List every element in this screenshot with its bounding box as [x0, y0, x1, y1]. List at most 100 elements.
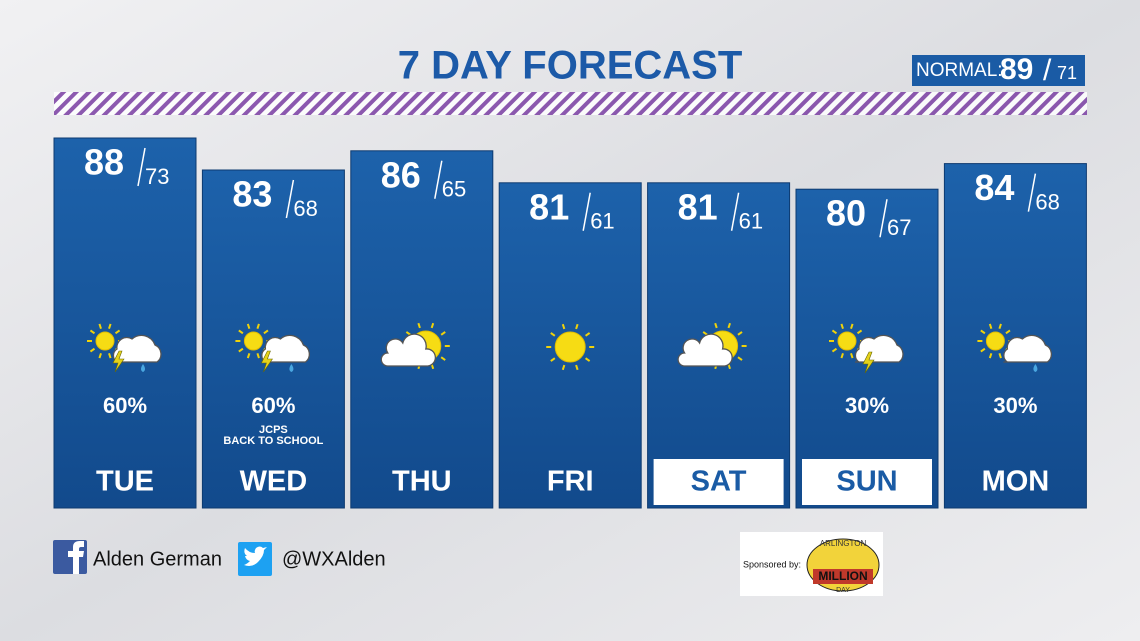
- sun-ray: [840, 323, 844, 329]
- temp-divider: [434, 160, 443, 199]
- cloud: [112, 334, 162, 363]
- footer: Alden German @WXAlden Sponsored by: ARLI…: [53, 532, 883, 596]
- sun-ray: [246, 353, 251, 359]
- logo-middle: MILLION: [818, 569, 867, 583]
- temp-divider: [285, 179, 295, 219]
- sun-ray: [561, 364, 566, 371]
- sun-ray: [584, 357, 591, 362]
- cloud: [380, 333, 436, 367]
- normal-low: 71: [1057, 63, 1077, 83]
- low-temp: 73: [145, 164, 169, 189]
- lightning: [260, 350, 273, 373]
- sun-ray: [108, 353, 112, 359]
- sun-ray: [714, 322, 718, 329]
- lightning: [862, 351, 875, 374]
- sponsor-ribbon: [813, 569, 873, 584]
- sun-ray: [850, 353, 854, 359]
- sun-ray: [417, 322, 421, 329]
- sun-ray: [256, 323, 260, 329]
- precip-chance: 60%: [251, 393, 295, 418]
- sun-ray: [440, 356, 446, 361]
- precip-chance: 60%: [103, 393, 147, 418]
- sun-ray: [89, 347, 96, 353]
- sun-ray: [550, 357, 556, 362]
- day-label: THU: [392, 466, 452, 498]
- day-highlight: [802, 459, 932, 505]
- sun-ray: [108, 323, 112, 329]
- high-temp: 88: [84, 142, 124, 183]
- sponsor-label: Sponsored by:: [743, 559, 801, 569]
- weather-icon: [235, 323, 310, 373]
- rain-drop: [289, 364, 294, 372]
- cloud: [677, 333, 733, 367]
- precip-chance: 30%: [993, 393, 1037, 418]
- sun-ray: [89, 329, 96, 335]
- day-column: 80 67 30% SUN: [795, 188, 939, 509]
- logo-bottom: DAY: [836, 587, 850, 594]
- sun-ray: [440, 331, 446, 336]
- day-label: MON: [982, 466, 1050, 498]
- high-temp: 81: [529, 186, 569, 227]
- temp-column: [350, 150, 494, 509]
- temp-column: [53, 137, 197, 509]
- weather-icon: [380, 322, 450, 370]
- weather-icon: [87, 323, 162, 373]
- normal-label: NORMAL:: [916, 60, 1003, 81]
- day-note: BACK TO SCHOOL: [223, 435, 323, 447]
- sun-ray: [727, 322, 731, 329]
- sun: [243, 331, 263, 351]
- weather-icon: [829, 323, 904, 374]
- low-temp: 68: [1035, 189, 1059, 214]
- sun-ray: [238, 329, 244, 335]
- cloud: [854, 334, 904, 363]
- cloud: [1003, 334, 1052, 363]
- title: 7 DAY FORECAST: [398, 44, 743, 88]
- sun-ray: [561, 323, 566, 330]
- sun-ray: [98, 323, 102, 329]
- sun-ray: [575, 364, 579, 371]
- sun-ray: [840, 353, 844, 359]
- weather-icon: [977, 323, 1052, 372]
- day-column: 86 65 THU: [350, 150, 494, 509]
- sun-ray: [856, 329, 863, 335]
- low-temp: 68: [293, 196, 317, 221]
- temp-divider: [1027, 173, 1037, 212]
- day-label: FRI: [547, 466, 594, 498]
- low-temp: 61: [739, 209, 763, 234]
- temp-divider: [582, 192, 591, 231]
- low-temp: 61: [590, 209, 614, 234]
- high-temp: 86: [381, 154, 421, 195]
- sun: [985, 331, 1005, 351]
- sun-ray: [988, 323, 993, 329]
- normal-high: 89: [1000, 53, 1033, 86]
- sun-ray: [980, 329, 986, 335]
- day-label: TUE: [96, 466, 154, 498]
- sun-ray: [998, 323, 1002, 329]
- weather-icon: [677, 322, 747, 370]
- lightning: [112, 350, 125, 373]
- low-temp: 67: [887, 215, 911, 240]
- high-temp: 81: [678, 186, 718, 227]
- facebook-name: Alden German: [93, 548, 222, 570]
- rain-drop: [1033, 364, 1038, 372]
- sun-ray: [831, 329, 838, 335]
- logo-top: ARLINGTON: [820, 539, 867, 548]
- sun-ray: [575, 323, 579, 330]
- normal-slash: /: [1043, 54, 1052, 87]
- temp-divider: [730, 192, 740, 231]
- high-temp: 83: [232, 174, 272, 215]
- cloud: [261, 334, 310, 363]
- precip-chance: 30%: [845, 393, 889, 418]
- sun: [554, 331, 586, 363]
- day-label: SUN: [836, 466, 897, 498]
- day-column: 88 73 60% TUE: [53, 137, 197, 509]
- temp-column: [943, 163, 1087, 509]
- sun-ray: [988, 353, 993, 359]
- low-temp: 65: [442, 177, 466, 202]
- sun-ray: [737, 356, 743, 361]
- facebook-glyph: [68, 541, 84, 574]
- sun-ray: [550, 332, 556, 337]
- day-label: WED: [240, 466, 308, 498]
